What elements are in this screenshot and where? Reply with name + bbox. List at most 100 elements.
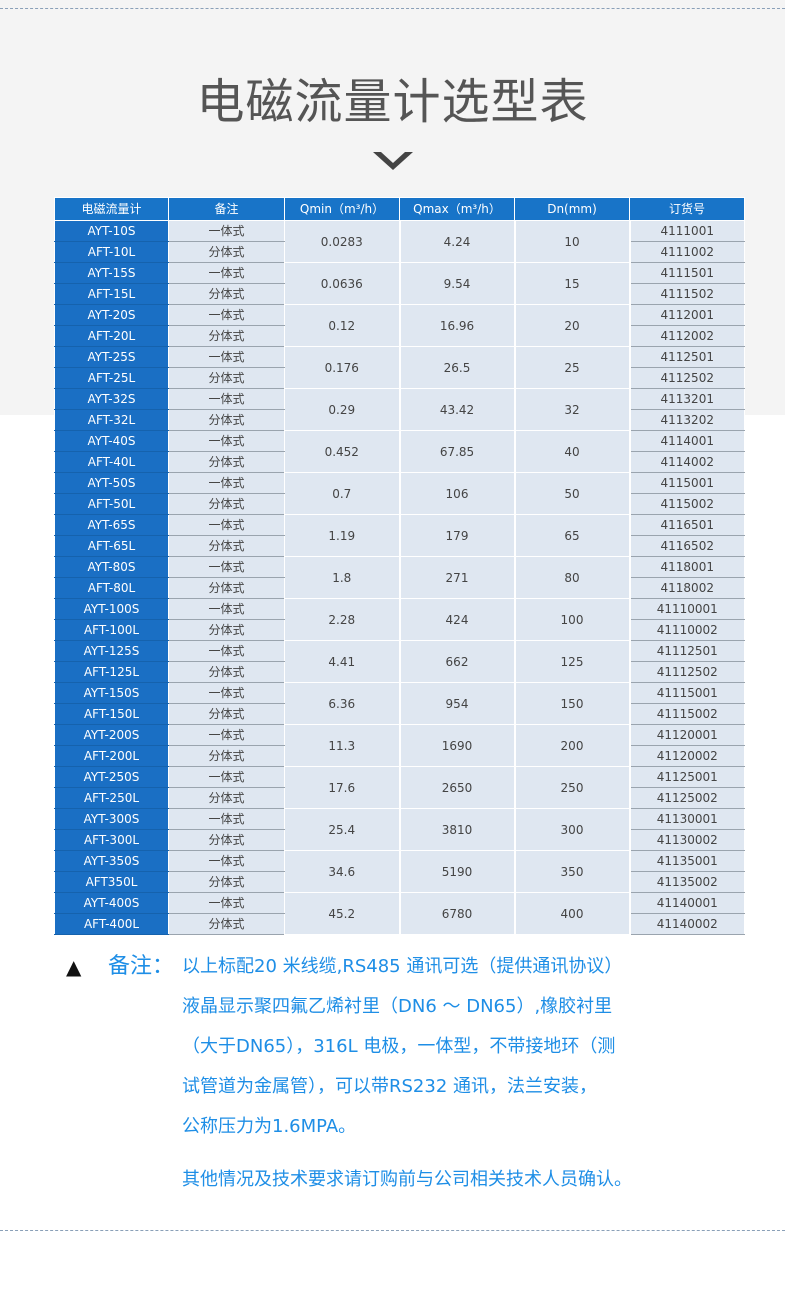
order-number-cell: 41140002 (629, 913, 745, 935)
dn-cell: 300 (514, 808, 631, 851)
table-row: AYT-80S 一体式 1.8 271 80 4118001 (54, 556, 745, 599)
qmax-cell: 4.24 (399, 220, 516, 263)
qmax-cell: 954 (399, 682, 516, 725)
qmax-cell: 26.5 (399, 346, 516, 389)
page-title: 电磁流量计选型表 (196, 74, 589, 130)
note-line: 公称压力为1.6MPA。 (182, 1116, 357, 1137)
model-cell: AFT-200L (54, 745, 169, 767)
model-cell: AFT-15L (54, 283, 169, 305)
table-row: AYT-50S 一体式 0.7 106 50 4115001 (54, 472, 745, 515)
table-row: AFT-10L 分体式 4111002 (54, 241, 745, 263)
model-cell: AFT-300L (54, 829, 169, 851)
type-cell: 一体式 (168, 724, 285, 746)
qmax-cell: 43.42 (399, 388, 516, 431)
type-cell: 一体式 (168, 892, 285, 914)
type-cell: 分体式 (168, 619, 285, 641)
order-number-cell: 4112001 (629, 304, 745, 326)
order-number-cell: 41130001 (629, 808, 745, 830)
order-number-cell: 41120002 (629, 745, 745, 767)
type-cell: 分体式 (168, 829, 285, 851)
order-number-cell: 41110002 (629, 619, 745, 641)
order-number-cell: 4116501 (629, 514, 745, 536)
selection-table: 电磁流量计 备注 Qmin（m³/h） Qmax（m³/h） Dn(mm) 订货… (54, 197, 745, 935)
qmin-cell: 0.7 (284, 472, 401, 515)
model-cell: AFT-125L (54, 661, 169, 683)
qmax-cell: 424 (399, 598, 516, 641)
table-row: AYT-100S 一体式 2.28 424 100 41110001 (54, 598, 745, 641)
qmin-cell: 0.0283 (284, 220, 401, 263)
note-line: （大于DN65），316L 电极，一体型，不带接地环（测 (182, 1036, 616, 1057)
dn-cell: 20 (514, 304, 631, 347)
type-cell: 一体式 (168, 304, 285, 326)
dn-cell: 250 (514, 766, 631, 809)
qmax-cell: 179 (399, 514, 516, 557)
type-cell: 分体式 (168, 283, 285, 305)
table-row: AFT-250L 分体式 41125002 (54, 787, 745, 809)
order-number-cell: 41125001 (629, 766, 745, 788)
type-cell: 分体式 (168, 787, 285, 809)
table-row: AFT-15L 分体式 4111502 (54, 283, 745, 305)
table-header-row: 电磁流量计 备注 Qmin（m³/h） Qmax（m³/h） Dn(mm) 订货… (54, 197, 745, 221)
qmin-cell: 2.28 (284, 598, 401, 641)
header-qmax: Qmax（m³/h） (399, 197, 515, 221)
type-cell: 一体式 (168, 682, 285, 704)
dn-cell: 15 (514, 262, 631, 305)
qmin-cell: 6.36 (284, 682, 401, 725)
bottom-divider (0, 1230, 785, 1251)
header-order: 订货号 (629, 197, 745, 221)
qmin-cell: 34.6 (284, 850, 401, 893)
model-cell: AYT-100S (54, 598, 169, 620)
type-cell: 分体式 (168, 661, 285, 683)
dn-cell: 10 (514, 220, 631, 263)
type-cell: 分体式 (168, 871, 285, 893)
qmax-cell: 3810 (399, 808, 516, 851)
qmax-cell: 6780 (399, 892, 516, 935)
header-remark: 备注 (168, 197, 285, 221)
table-row: AFT-20L 分体式 4112002 (54, 325, 745, 347)
table-row: AYT-65S 一体式 1.19 179 65 4116501 (54, 514, 745, 557)
qmax-cell: 2650 (399, 766, 516, 809)
type-cell: 一体式 (168, 850, 285, 872)
type-cell: 分体式 (168, 325, 285, 347)
content: 电磁流量计 备注 Qmin（m³/h） Qmax（m³/h） Dn(mm) 订货… (0, 0, 785, 1251)
model-cell: AYT-10S (54, 220, 169, 242)
table-body: AYT-10S 一体式 0.0283 4.24 10 4111001 AFT-10L 分体式 4… (54, 220, 745, 935)
order-number-cell: 4111001 (629, 220, 745, 242)
model-cell: AFT-65L (54, 535, 169, 557)
note-line: 以上标配20 米线缆,RS485 通讯可选（提供通讯协议） (182, 956, 623, 977)
table-row: AYT-350S 一体式 34.6 5190 350 41135001 (54, 850, 745, 893)
table-row: AFT-300L 分体式 41130002 (54, 829, 745, 851)
note-footer: 其他情况及技术要求请订购前与公司相关技术人员确认。 (182, 1169, 632, 1190)
table-row: AYT-300S 一体式 25.4 3810 300 41130001 (54, 808, 745, 851)
qmax-cell: 271 (399, 556, 516, 599)
order-number-cell: 4116502 (629, 535, 745, 557)
qmax-cell: 106 (399, 472, 516, 515)
qmax-cell: 67.85 (399, 430, 516, 473)
table-row: AFT-200L 分体式 41120002 (54, 745, 745, 767)
order-number-cell: 4112501 (629, 346, 745, 368)
order-number-cell: 41115001 (629, 682, 745, 704)
table-row: AYT-250S 一体式 17.6 2650 250 41125001 (54, 766, 745, 809)
table-row: AYT-25S 一体式 0.176 26.5 25 4112501 (54, 346, 745, 389)
table-row: AFT-400L 分体式 41140002 (54, 913, 745, 935)
type-cell: 一体式 (168, 556, 285, 578)
qmax-cell: 16.96 (399, 304, 516, 347)
qmin-cell: 0.29 (284, 388, 401, 431)
model-cell: AYT-20S (54, 304, 169, 326)
order-number-cell: 41135002 (629, 871, 745, 893)
type-cell: 分体式 (168, 241, 285, 263)
qmin-cell: 4.41 (284, 640, 401, 683)
qmax-cell: 662 (399, 640, 516, 683)
table-row: AYT-200S 一体式 11.3 1690 200 41120001 (54, 724, 745, 767)
dn-cell: 150 (514, 682, 631, 725)
type-cell: 一体式 (168, 598, 285, 620)
model-cell: AFT-150L (54, 703, 169, 725)
qmax-cell: 9.54 (399, 262, 516, 305)
order-number-cell: 41115002 (629, 703, 745, 725)
model-cell: AYT-25S (54, 346, 169, 368)
model-cell: AYT-65S (54, 514, 169, 536)
dn-cell: 400 (514, 892, 631, 935)
type-cell: 分体式 (168, 913, 285, 935)
qmin-cell: 0.0636 (284, 262, 401, 305)
qmin-cell: 11.3 (284, 724, 401, 767)
